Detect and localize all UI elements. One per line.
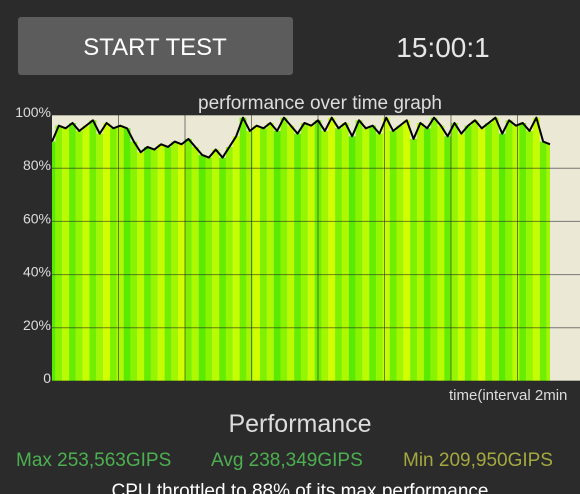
bar <box>464 125 472 381</box>
bar <box>294 133 301 381</box>
bar <box>239 117 247 381</box>
bar <box>191 146 199 381</box>
bar <box>382 117 390 381</box>
bar <box>287 125 295 381</box>
bar <box>444 136 452 381</box>
bar <box>451 122 458 381</box>
bar <box>62 128 70 381</box>
bar <box>219 157 226 381</box>
throttle-note: CPU throttled to 88% of its max performa… <box>112 481 489 494</box>
bar <box>321 130 329 381</box>
bar <box>246 130 254 381</box>
bar <box>532 117 540 381</box>
bar <box>171 141 179 381</box>
bar <box>164 146 172 381</box>
clock: 15:00:1 <box>396 32 489 63</box>
y-tick-label: 100% <box>15 104 51 120</box>
performance-heading: Performance <box>228 410 371 438</box>
bar <box>416 122 424 381</box>
bar <box>498 133 506 381</box>
bar <box>328 117 336 381</box>
bar <box>150 149 158 381</box>
performance-line <box>51 116 551 159</box>
chart-title: performance over time graph <box>198 93 442 114</box>
bar <box>69 122 76 381</box>
bar <box>307 125 315 381</box>
bar <box>225 146 233 381</box>
bar <box>273 130 281 381</box>
bar <box>253 125 261 381</box>
bar <box>362 128 370 381</box>
bar <box>198 154 206 381</box>
bar <box>116 125 124 381</box>
bar <box>96 133 104 381</box>
bar <box>410 138 417 381</box>
bar <box>280 117 288 381</box>
bar <box>205 157 213 381</box>
start-button[interactable] <box>18 17 293 75</box>
bar <box>103 122 110 381</box>
y-tick-label: 40% <box>23 264 51 280</box>
bar <box>341 122 349 381</box>
bar <box>55 125 63 381</box>
bar <box>355 120 363 381</box>
max-stat: Max 253,563GIPS <box>16 450 171 471</box>
bar <box>519 122 527 381</box>
min-stat: Min 209,950GIPS <box>403 450 553 471</box>
bar <box>123 128 131 381</box>
bar <box>471 120 479 381</box>
bar <box>389 130 397 381</box>
y-tick-label: 60% <box>23 210 51 226</box>
bar <box>403 120 411 381</box>
bar <box>539 141 547 381</box>
bar <box>52 141 56 381</box>
bar <box>478 128 486 381</box>
bar <box>89 120 97 381</box>
bar <box>157 144 165 381</box>
bar <box>485 122 493 381</box>
bar <box>423 128 431 381</box>
y-tick-label: 80% <box>23 157 51 173</box>
bar <box>505 120 513 381</box>
plot <box>51 114 580 382</box>
bar <box>348 136 356 381</box>
avg-stat: Avg 238,349GIPS <box>211 450 363 471</box>
bar <box>430 117 438 381</box>
bar <box>376 133 383 381</box>
bar <box>260 128 267 381</box>
bar <box>457 133 465 381</box>
bar <box>178 144 186 381</box>
y-tick-label: 20% <box>23 317 51 333</box>
bar <box>82 125 90 381</box>
bar <box>369 125 377 381</box>
bar <box>130 141 138 381</box>
bar <box>232 136 240 381</box>
bar <box>492 117 499 381</box>
x-axis-label: time(interval 2min <box>449 387 567 404</box>
bar <box>212 149 220 381</box>
y-tick-label: 0 <box>43 370 51 386</box>
bar <box>396 125 404 381</box>
bar <box>109 128 117 381</box>
button-label[interactable]: START TEST <box>83 34 227 61</box>
bar <box>266 122 274 381</box>
bar <box>137 152 145 381</box>
bar <box>144 146 151 381</box>
bar <box>75 130 83 381</box>
bar <box>437 125 445 381</box>
bar <box>526 130 533 381</box>
bar <box>335 128 342 381</box>
bar <box>546 144 550 381</box>
bar <box>512 125 520 381</box>
bar <box>185 138 192 381</box>
bar <box>301 122 308 381</box>
